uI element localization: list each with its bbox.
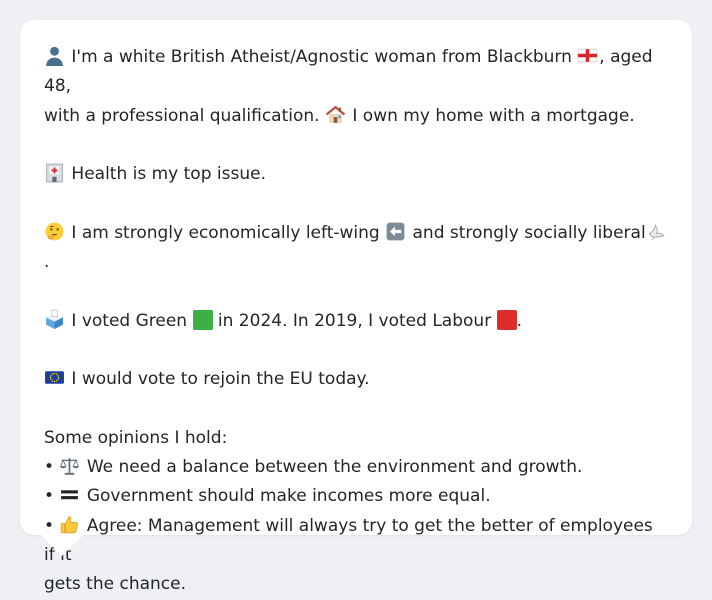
person-silhouette-icon: [44, 45, 65, 66]
equals-icon: [59, 484, 80, 505]
green-square-icon: [192, 309, 213, 330]
profile-intro-text: I'm a white British Atheist/Agnostic wom…: [71, 47, 572, 67]
opinion-item: • Agree: Management will always try to g…: [44, 512, 668, 571]
hospital-icon: [44, 162, 65, 183]
vote-paragraph: I voted Green in 2024. In 2019, I voted …: [44, 307, 668, 336]
ideology-paragraph: I am strongly economically left-wing and…: [44, 219, 668, 278]
top-issue-text: Health is my top issue.: [71, 164, 266, 185]
profile-qualification-text: with a professional qualification.: [44, 105, 320, 126]
eu-flag-icon: [44, 367, 65, 388]
bubble-tail: [40, 534, 84, 556]
eu-paragraph: I would vote to rejoin the EU today.: [44, 365, 668, 394]
bullet: •: [44, 457, 55, 478]
profile-age-text: , aged 48,: [44, 47, 653, 97]
social-stance-text: and strongly socially liberal: [412, 222, 646, 243]
opinions-heading: Some opinions I hold:: [44, 427, 228, 448]
left-arrow-icon: [385, 221, 406, 242]
profile-paragraph: I'm a white British Atheist/Agnostic wom…: [44, 43, 668, 131]
eu-stance-text: I would vote to rejoin the EU today.: [71, 369, 370, 390]
opinions-section: Some opinions I hold: • We need a balanc…: [44, 424, 668, 600]
england-flag-icon: [577, 45, 598, 66]
opinion-environment-text: We need a balance between the environmen…: [86, 457, 583, 478]
balance-scale-icon: [59, 455, 80, 476]
vote-period: .: [516, 310, 522, 331]
house-icon: [325, 104, 346, 125]
ballot-box-icon: [44, 309, 65, 330]
ideology-period: .: [44, 252, 50, 273]
thinking-face-icon: [44, 221, 65, 242]
profile-home-text: I own my home with a mortgage.: [352, 105, 635, 126]
opinion-management-text: Agree: Management will always try to get…: [44, 515, 653, 566]
thumbs-up-icon: [59, 514, 80, 535]
opinion-item-continuation: gets the chance.: [44, 574, 187, 595]
issue-paragraph: Health is my top issue.: [44, 160, 668, 189]
opinion-item: • We need a balance between the environm…: [44, 453, 668, 482]
vote-2019-text: in 2024. In 2019, I voted Labour: [217, 310, 492, 331]
bullet: •: [44, 515, 55, 536]
opinion-incomes-text: Government should make incomes more equa…: [86, 486, 491, 507]
bullet: •: [44, 486, 55, 507]
opinion-item: • Government should make incomes more eq…: [44, 482, 668, 511]
red-square-icon: [496, 309, 517, 330]
message-bubble: I'm a white British Atheist/Agnostic wom…: [20, 20, 692, 594]
dove-icon: [646, 221, 667, 242]
vote-2024-text: I voted Green: [71, 310, 188, 331]
economic-stance-text: I am strongly economically left-wing: [71, 222, 380, 243]
